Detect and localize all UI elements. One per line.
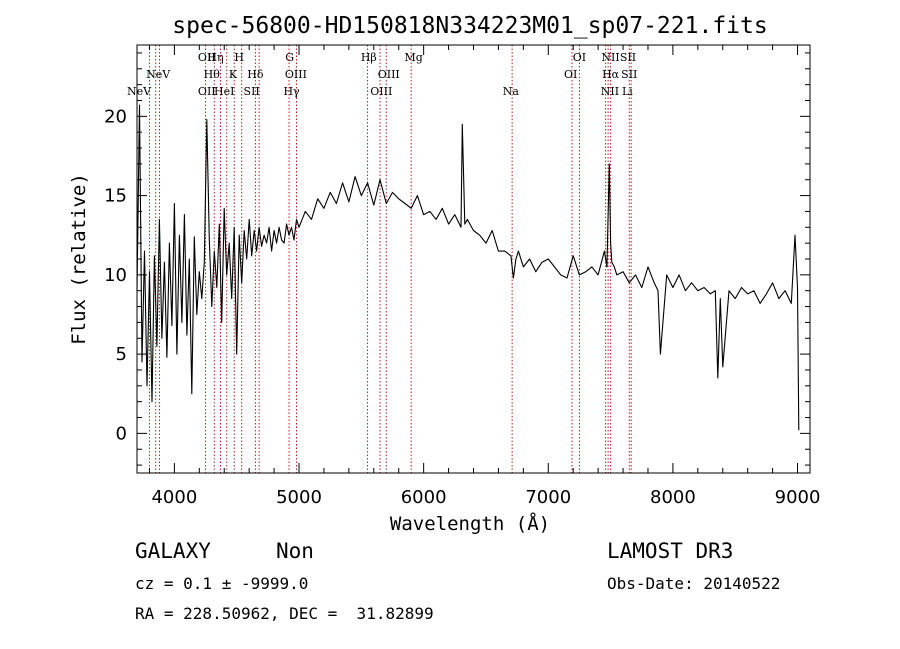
emission-line-label: Hη <box>207 51 223 64</box>
survey-name: LAMOST DR3 <box>607 539 734 563</box>
x-tick-label: 8000 <box>650 487 696 508</box>
emission-line-label: HeI <box>214 85 234 98</box>
x-tick-label: 6000 <box>401 487 447 508</box>
emission-line-label: SII <box>620 51 636 64</box>
emission-line-label: Hδ <box>247 68 264 81</box>
emission-line-label: H <box>234 51 244 64</box>
emission-line-label: OIII <box>378 68 400 81</box>
emission-line-label: OII <box>198 51 216 64</box>
y-tick-label: 0 <box>116 423 127 444</box>
emission-line-label: SII <box>621 68 637 81</box>
emission-line-label: NeV <box>146 68 171 81</box>
emission-line-label: G <box>285 51 294 64</box>
emission-line-markers <box>148 45 632 473</box>
y-tick-label: 20 <box>104 106 127 127</box>
emission-line-label: K <box>229 68 238 81</box>
y-tick-label: 5 <box>116 344 127 365</box>
x-tick-label: 4000 <box>151 487 197 508</box>
spectrum-line <box>136 104 800 431</box>
emission-line-label: Hθ <box>204 68 221 81</box>
y-tick-label: 15 <box>104 186 127 207</box>
object-subclass: Non <box>276 539 314 563</box>
chart-title: spec-56800-HD150818N334223M01_sp07-221.f… <box>172 13 767 39</box>
emission-line-label: OI <box>573 51 586 64</box>
emission-line-label: SII <box>244 85 260 98</box>
emission-line-label: NII <box>601 51 619 64</box>
plot-frame <box>136 44 811 474</box>
y-axis-label: Flux (relative) <box>68 173 90 345</box>
emission-line-label: Li <box>622 85 633 98</box>
emission-line-label: Hβ <box>361 51 377 64</box>
emission-line-labels: NeVNeVOIIOIIHηHθHeIHKSIIHδGOIIIHγHβOIIIO… <box>127 51 637 98</box>
emission-line-label: Hα <box>602 68 620 81</box>
emission-line-label: NeV <box>127 85 152 98</box>
object-type: GALAXY <box>135 539 211 563</box>
emission-line-label: OII <box>198 85 216 98</box>
emission-line-label: OI <box>564 68 577 81</box>
x-tick-label: 7000 <box>525 487 571 508</box>
coordinates: RA = 228.50962, DEC = 31.82899 <box>135 604 434 623</box>
y-axis: 0 5 10 15 20 <box>104 52 810 466</box>
y-tick-label: 10 <box>104 265 127 286</box>
x-tick-label: 9000 <box>775 487 821 508</box>
emission-line-label: Na <box>503 85 520 98</box>
emission-line-label: Hγ <box>283 85 300 98</box>
redshift-info: cz = 0.1 ± -9999.0 <box>135 574 309 593</box>
emission-line-label: OIII <box>370 85 392 98</box>
emission-line-label: NII <box>601 85 619 98</box>
x-axis: 4000 5000 6000 7000 8000 9000 <box>148 45 821 508</box>
emission-line-label: Mg <box>405 51 423 64</box>
emission-line-label: OIII <box>285 68 307 81</box>
x-axis-label: Wavelength (Å) <box>390 512 550 535</box>
obs-date: Obs-Date: 20140522 <box>607 574 781 593</box>
x-tick-label: 5000 <box>276 487 322 508</box>
